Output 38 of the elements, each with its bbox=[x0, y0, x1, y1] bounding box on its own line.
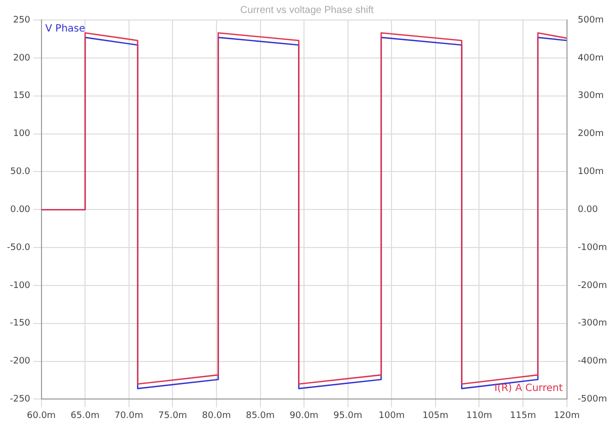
y2-tick-label: 300m bbox=[578, 91, 604, 102]
y-tick-label: 50.0 bbox=[10, 167, 31, 178]
x-tick-label: 80.0m bbox=[202, 410, 231, 421]
y2-tick-label: -300m bbox=[578, 318, 608, 329]
y2-tick-label: -500m bbox=[578, 394, 608, 405]
x-tick-label: 60.0m bbox=[26, 410, 56, 421]
x-tick-label: 105m bbox=[422, 410, 448, 421]
x-tick-label: 75.0m bbox=[158, 410, 188, 421]
y2-tick-label: 500m bbox=[578, 15, 604, 26]
x-tick-label: 100m bbox=[378, 410, 405, 421]
y-tick-label: 250 bbox=[13, 15, 31, 26]
y-tick-label: -250 bbox=[10, 394, 31, 405]
y-tick-label: 200 bbox=[13, 53, 31, 64]
x-tick-label: 90.0m bbox=[290, 410, 318, 421]
y-tick-label: -50.0 bbox=[6, 242, 31, 253]
series-label: I(R) A Current bbox=[494, 382, 563, 394]
x-tick-label: 120m bbox=[554, 410, 580, 421]
y2-tick-label: 400m bbox=[578, 53, 604, 64]
y-tick-label: 100 bbox=[13, 129, 31, 140]
x-tick-label: 70.0m bbox=[114, 410, 144, 421]
x-tick-label: 110m bbox=[466, 410, 492, 421]
y2-tick-label: -200m bbox=[578, 280, 608, 291]
x-tick-label: 65.0m bbox=[70, 410, 100, 421]
y2-tick-label: 200m bbox=[578, 129, 604, 140]
series-label: V Phase bbox=[45, 24, 86, 35]
y2-tick-label: 0.00 bbox=[578, 204, 598, 215]
y2-tick-label: -400m bbox=[578, 356, 608, 367]
x-tick-label: 115m bbox=[510, 410, 536, 421]
y-tick-label: -200 bbox=[10, 356, 31, 367]
y-tick-label: -100 bbox=[10, 280, 31, 291]
x-tick-label: 95.0m bbox=[333, 410, 362, 421]
y2-tick-label: 100m bbox=[578, 167, 604, 178]
y-tick-label: 150 bbox=[13, 91, 31, 102]
y2-tick-label: -100m bbox=[578, 242, 608, 253]
x-tick-label: 85.0m bbox=[246, 410, 275, 421]
y-tick-label: 0.00 bbox=[10, 204, 31, 215]
y-tick-label: -150 bbox=[10, 318, 31, 329]
chart-title: Current vs voltage Phase shift bbox=[240, 4, 374, 16]
